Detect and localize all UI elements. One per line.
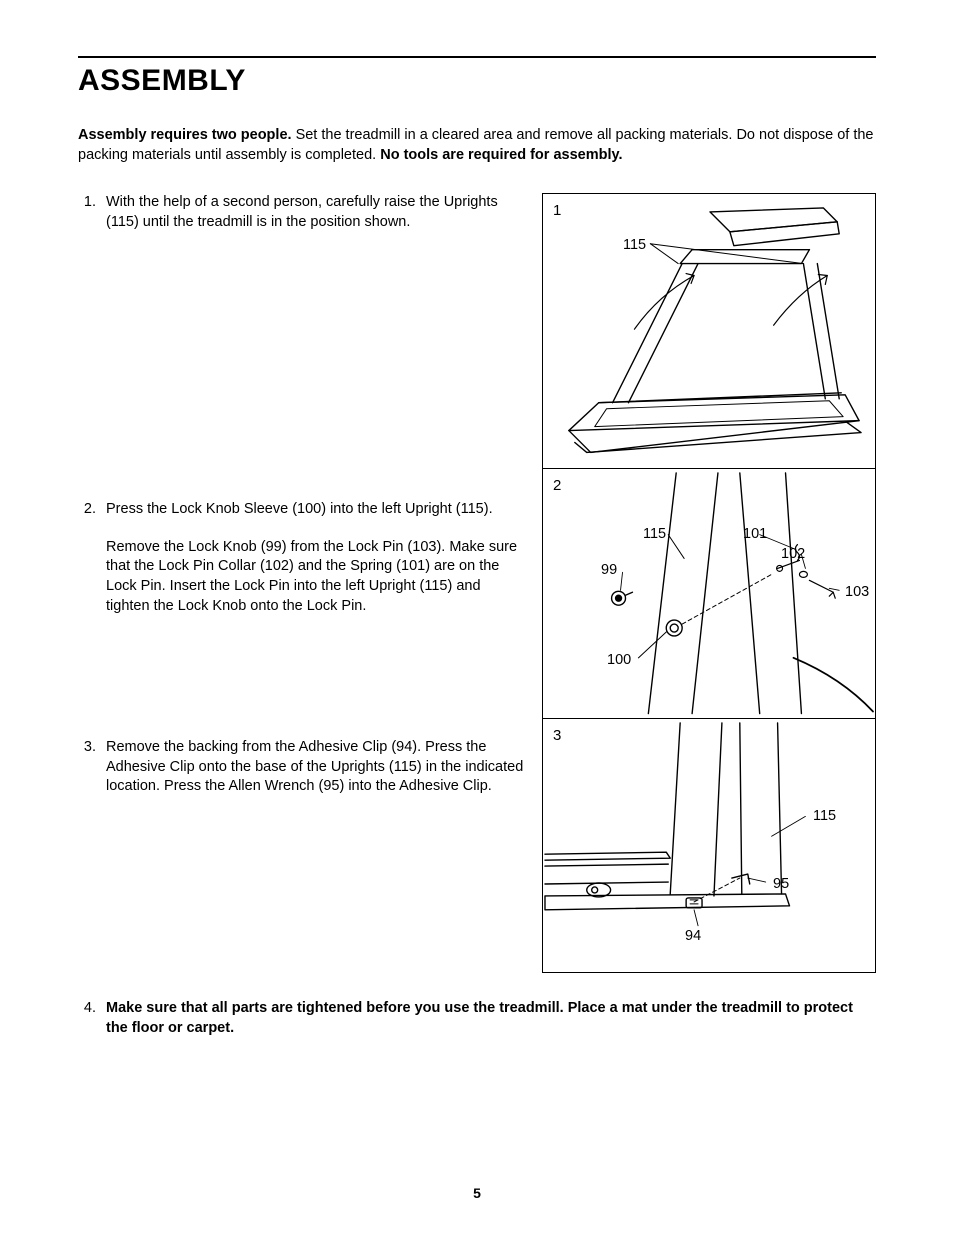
assembly-step-4-list: Make sure that all parts are tightened b… bbox=[78, 999, 876, 1038]
step-1: With the help of a second person, carefu… bbox=[100, 193, 524, 232]
step-4: Make sure that all parts are tightened b… bbox=[100, 999, 876, 1038]
figure-2-drawing bbox=[543, 469, 875, 718]
title-rule bbox=[78, 56, 876, 58]
step-1-text: With the help of a second person, carefu… bbox=[106, 194, 498, 230]
manual-page: ASSEMBLY Assembly requires two people. S… bbox=[0, 0, 954, 1235]
intro-bold-2: No tools are required for assembly. bbox=[380, 147, 622, 163]
step-2: Press the Lock Knob Sleeve (100) into th… bbox=[100, 500, 524, 616]
intro-paragraph: Assembly requires two people. Set the tr… bbox=[78, 126, 876, 165]
intro-bold-1: Assembly requires two people. bbox=[78, 127, 292, 143]
figure-3-drawing bbox=[543, 719, 875, 971]
assembly-steps-list: With the help of a second person, carefu… bbox=[78, 193, 524, 797]
page-number: 5 bbox=[0, 1185, 954, 1201]
step-2-text-a: Press the Lock Knob Sleeve (100) into th… bbox=[106, 501, 493, 517]
figure-1-drawing bbox=[543, 194, 875, 468]
content-columns: With the help of a second person, carefu… bbox=[78, 193, 876, 973]
figure-3: 3 115 95 94 bbox=[542, 719, 876, 973]
step-4-text: Make sure that all parts are tightened b… bbox=[106, 1000, 853, 1036]
step-2-text-b: Remove the Lock Knob (99) from the Lock … bbox=[106, 538, 524, 616]
right-column: 1 115 bbox=[542, 193, 876, 973]
figure-1: 1 115 bbox=[542, 193, 876, 469]
step-3: Remove the backing from the Adhesive Cli… bbox=[100, 738, 524, 797]
left-column: With the help of a second person, carefu… bbox=[78, 193, 524, 797]
step-3-text: Remove the backing from the Adhesive Cli… bbox=[106, 739, 523, 794]
figure-2: 2 115 101 102 99 103 100 bbox=[542, 469, 876, 719]
page-title: ASSEMBLY bbox=[78, 64, 876, 98]
